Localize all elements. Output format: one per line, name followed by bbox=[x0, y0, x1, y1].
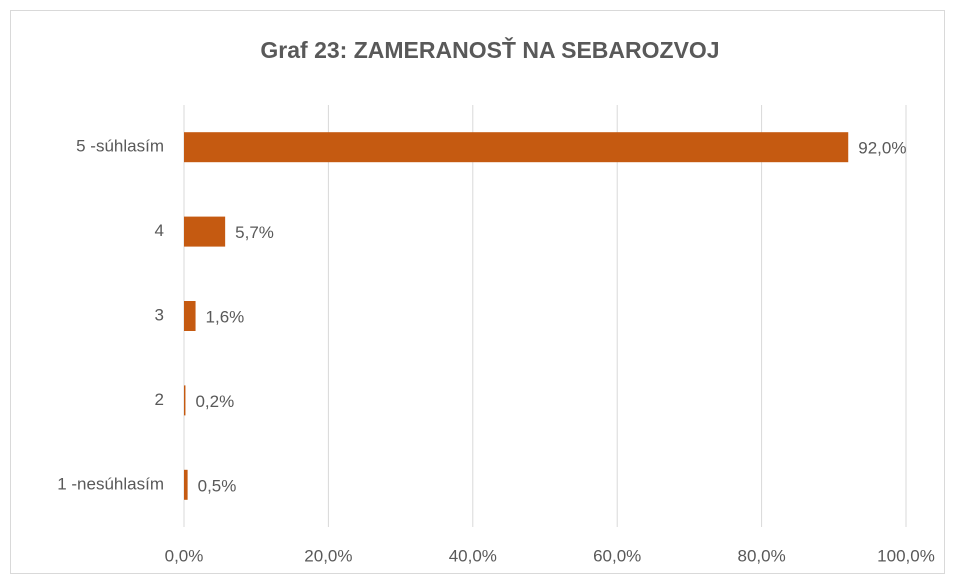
data-label: 5,7% bbox=[235, 223, 274, 242]
data-label: 0,5% bbox=[198, 476, 237, 495]
x-tick-label: 80,0% bbox=[737, 546, 785, 565]
y-tick-label: 1 -nesúhlasím bbox=[57, 474, 164, 493]
chart-border bbox=[10, 10, 945, 574]
chart-title: Graf 23: ZAMERANOSŤ NA SEBAROZVOJ bbox=[260, 36, 719, 63]
data-label: 0,2% bbox=[195, 392, 234, 411]
y-tick-label: 5 -súhlasím bbox=[76, 137, 164, 156]
x-tick-label: 40,0% bbox=[449, 546, 497, 565]
y-tick-label: 2 bbox=[155, 390, 164, 409]
bar bbox=[184, 469, 188, 500]
x-tick-label: 20,0% bbox=[304, 546, 352, 565]
x-tick-label: 60,0% bbox=[593, 546, 641, 565]
x-tick-label: 100,0% bbox=[877, 546, 935, 565]
bar bbox=[184, 385, 186, 416]
bar bbox=[184, 132, 849, 163]
y-tick-label: 3 bbox=[155, 305, 164, 324]
data-label: 92,0% bbox=[858, 139, 906, 158]
x-tick-label: 0,0% bbox=[165, 546, 204, 565]
bar bbox=[184, 216, 226, 247]
data-label: 1,6% bbox=[206, 307, 245, 326]
y-tick-label: 4 bbox=[155, 221, 164, 240]
bar bbox=[184, 301, 196, 331]
